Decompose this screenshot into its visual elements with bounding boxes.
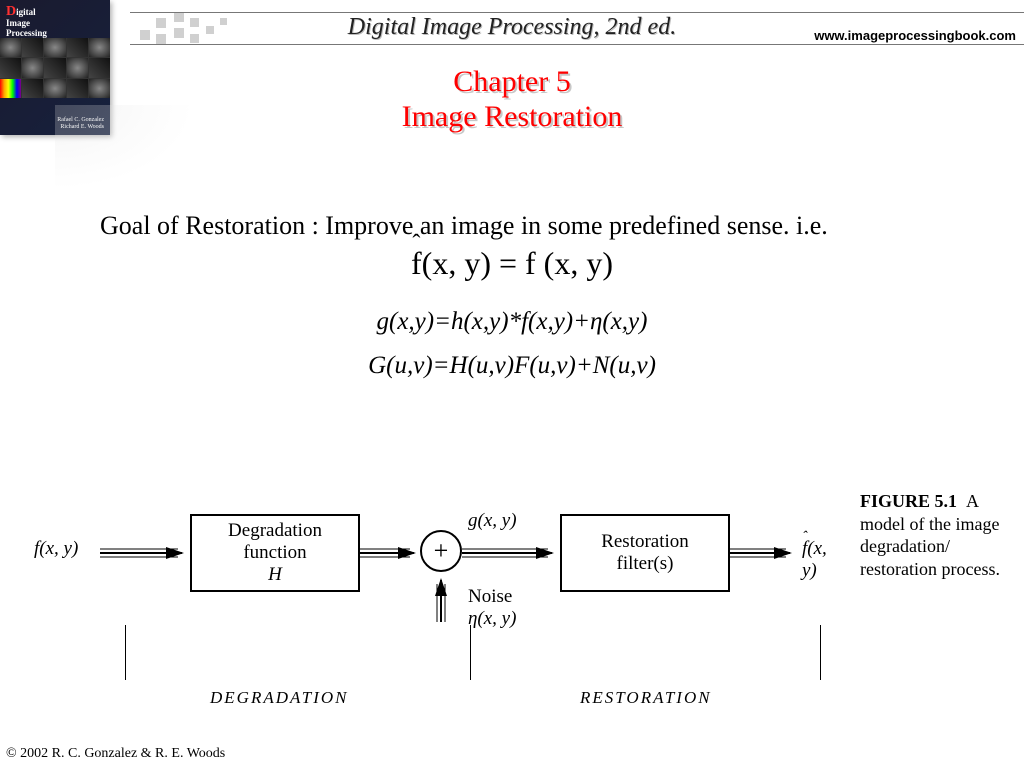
website-url: www.imageprocessingbook.com bbox=[814, 28, 1016, 43]
main-equation: ˆf (x, y) = f (x, y) bbox=[0, 245, 1024, 282]
copyright-footer: © 2002 R. C. Gonzalez & R. E. Woods bbox=[6, 746, 225, 762]
restoration-box: Restoration filter(s) bbox=[560, 514, 730, 592]
chapter-number: Chapter 5 bbox=[453, 65, 570, 98]
arrow-input-to-degradation bbox=[100, 546, 192, 562]
frequency-domain-equation: G(u,v)=H(u,v)F(u,v)+N(u,v) bbox=[0, 352, 1024, 380]
section-label-restoration: RESTORATION bbox=[580, 688, 712, 708]
figure-caption: FIGURE 5.1 A model of the image degradat… bbox=[860, 490, 1010, 580]
figure-caption-label: FIGURE 5.1 bbox=[860, 491, 957, 511]
header-divider-bottom bbox=[130, 44, 1024, 45]
section-divider-left bbox=[125, 625, 126, 680]
degradation-box: Degradation function H bbox=[190, 514, 360, 592]
arrow-noise-to-sum bbox=[434, 572, 450, 622]
chapter-title: Chapter 5 Image Restoration bbox=[0, 65, 1024, 134]
goal-text: Goal of Restoration : Improve an image i… bbox=[0, 210, 1024, 243]
summation-node: + bbox=[420, 530, 462, 572]
slide-body: Goal of Restoration : Improve an image i… bbox=[0, 210, 1024, 380]
section-label-degradation: DEGRADATION bbox=[210, 688, 348, 708]
input-label: f(x, y) bbox=[34, 538, 78, 560]
g-label: g(x, y) bbox=[468, 510, 517, 532]
f-hat: ˆf bbox=[411, 245, 422, 282]
output-label: ˆf(x, y) bbox=[802, 538, 840, 582]
slide-header: DigitalImageProcessing Rafael C. Gonzale… bbox=[0, 0, 1024, 165]
arrow-restoration-to-output bbox=[730, 546, 800, 562]
arrow-sum-to-restoration bbox=[462, 546, 562, 562]
arrow-degradation-to-sum bbox=[360, 546, 424, 562]
section-divider-mid bbox=[470, 625, 471, 680]
header-divider-top bbox=[130, 12, 1024, 13]
spatial-domain-equation: g(x,y)=h(x,y)*f(x,y)+η(x,y) bbox=[0, 308, 1024, 336]
chapter-name: Image Restoration bbox=[402, 100, 623, 133]
figure-5-1: f(x, y) Degradation function H + g(x, y) bbox=[20, 490, 1004, 720]
section-divider-right bbox=[820, 625, 821, 680]
block-diagram: f(x, y) Degradation function H + g(x, y) bbox=[20, 490, 840, 720]
noise-label: Noise η(x, y) bbox=[468, 586, 516, 630]
